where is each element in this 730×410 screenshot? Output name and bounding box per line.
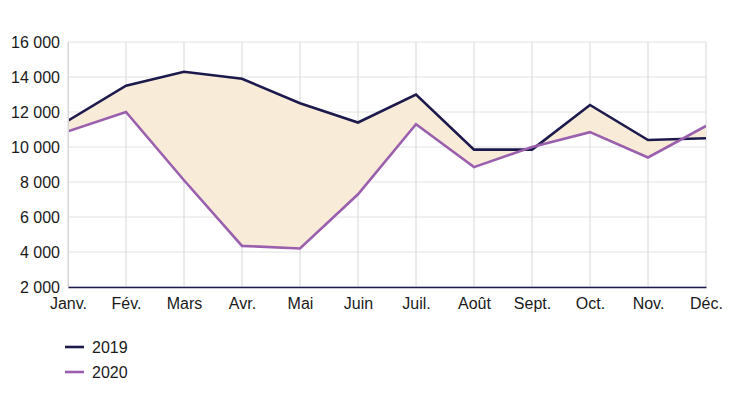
y-tick-label: 2 000: [20, 279, 60, 296]
grid-line-x: [706, 42, 707, 287]
legend-label: 2020: [92, 364, 128, 381]
y-tick: 4 000: [20, 244, 68, 261]
grid-line-y: [68, 182, 706, 183]
x-tick: Juin: [344, 287, 373, 312]
y-axis: 2 000 4 000 6 000 8 000 10 000 12 000 14 000 16…: [11, 34, 68, 296]
y-tick-label: 4 000: [20, 244, 60, 261]
x-tick: Fév.: [112, 287, 142, 312]
x-tick: Nov.: [633, 287, 665, 312]
y-tick: 10 000: [11, 139, 68, 156]
x-tick: Août: [458, 287, 491, 312]
series-line: [68, 112, 706, 249]
grid-line-y: [68, 42, 706, 43]
y-tick: 16 000: [11, 34, 68, 51]
grid-line-x: [68, 42, 69, 287]
y-tick-label: 6 000: [20, 209, 60, 226]
y-tick-label: 12 000: [11, 104, 60, 121]
legend-swatch: [65, 346, 84, 349]
y-tick-label: 16 000: [11, 34, 60, 51]
x-tick: Janv.: [50, 287, 87, 312]
y-tick-label: 8 000: [20, 174, 60, 191]
x-tick: Mars: [167, 287, 203, 312]
x-tick-label: Oct.: [576, 295, 605, 312]
x-tick: Avr.: [229, 287, 256, 312]
x-tick: Sept.: [514, 287, 551, 312]
grid-line-x: [590, 42, 591, 287]
x-axis-line: [69, 287, 707, 289]
grid-line-y: [68, 217, 706, 218]
x-tick: Mai: [288, 287, 314, 312]
grid-line-x: [126, 42, 127, 287]
plot-area: [68, 72, 706, 249]
grid-line-y: [68, 252, 706, 253]
y-tick-label: 14 000: [11, 69, 60, 86]
x-tick: Juil.: [402, 287, 430, 312]
grid-line-x: [532, 42, 533, 287]
series-line: [68, 72, 706, 150]
y-tick-label: 10 000: [11, 139, 60, 156]
legend-swatch: [65, 371, 84, 374]
gap-area: [68, 72, 706, 249]
y-axis-line: [68, 43, 69, 288]
x-tick-label: Août: [458, 295, 491, 312]
x-tick-label: Fév.: [112, 295, 142, 312]
x-axis: Janv. Fév. Mars Avr. Mai Juin Juil. Août Sept. Oc…: [50, 287, 723, 312]
grid: [68, 42, 706, 287]
x-tick-label: Mars: [167, 295, 203, 312]
x-tick: Déc.: [690, 287, 723, 312]
grid-line-x: [648, 42, 649, 287]
y-tick: 14 000: [11, 69, 68, 86]
grid-line-y: [68, 287, 706, 288]
x-tick-label: Nov.: [633, 295, 665, 312]
y-tick: 12 000: [11, 104, 68, 121]
chart: 2 000 4 000 6 000 8 000 10 000 12 000 14 000 16…: [0, 0, 730, 410]
legend-label: 2019: [92, 339, 128, 356]
x-tick-label: Sept.: [514, 295, 551, 312]
x-tick: Oct.: [576, 287, 605, 312]
grid-line-x: [416, 42, 417, 287]
legend: 2019 2020: [65, 339, 128, 381]
x-tick-label: Déc.: [690, 295, 723, 312]
y-tick: 8 000: [20, 174, 68, 191]
x-tick-label: Juin: [344, 295, 373, 312]
x-tick-label: Juil.: [402, 295, 430, 312]
y-tick: 2 000: [20, 279, 68, 296]
y-tick: 6 000: [20, 209, 68, 226]
x-tick-label: Avr.: [229, 295, 256, 312]
x-tick-label: Janv.: [50, 295, 87, 312]
x-tick-label: Mai: [288, 295, 314, 312]
